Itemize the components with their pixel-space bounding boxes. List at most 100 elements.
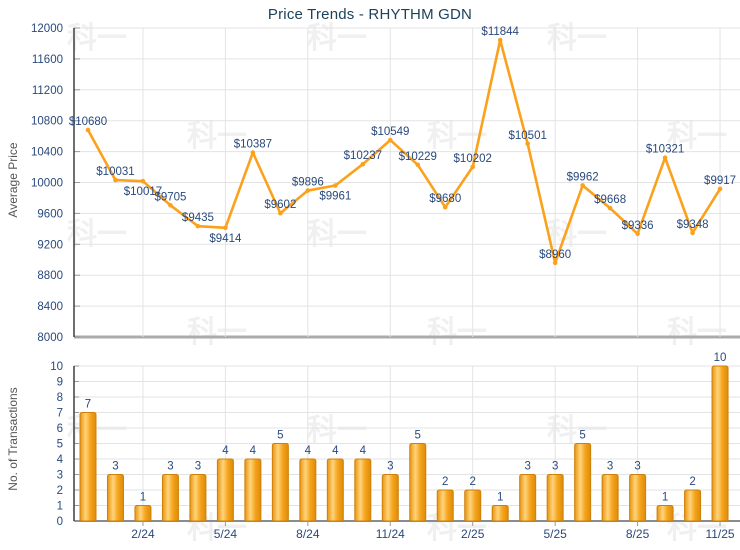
transaction-bars: 7 3 1 3 3 4 4 5 4 4 4 3 5 2 2 1 3 3 5 3 3 1 2 10: [79, 352, 729, 522]
trans-xaxis: 2/24 5/24 8/24 11/24 2/25 5/25 8/25 11/25: [131, 521, 735, 541]
price-chart: 8000 8400 8800 9200 9600 10000 10400 10800 11200…: [31, 23, 740, 344]
watermark-text: 科一: [67, 414, 127, 447]
trans-ytick-label: 1: [57, 501, 63, 513]
watermark-text: 科一: [427, 316, 487, 349]
price-line-series: [85, 37, 723, 266]
transaction-bar-label: 3: [552, 461, 558, 473]
price-point-label: $9414: [209, 233, 242, 245]
watermark-text: 科一: [547, 218, 607, 251]
price-point-marker: [113, 177, 118, 183]
transaction-bar-label: 3: [607, 461, 613, 473]
price-point-label: $9917: [704, 175, 736, 187]
price-point-label: $10549: [371, 126, 409, 138]
price-point-marker: [387, 137, 393, 143]
price-point-marker: [195, 223, 201, 229]
price-point-marker: [525, 141, 530, 147]
trans-ytick-label: 2: [57, 485, 63, 497]
transactions-axis-title: No. of Transactions: [6, 387, 20, 491]
transaction-bar: [656, 505, 674, 522]
transaction-bar: [244, 458, 262, 522]
price-point-label: $10501: [508, 130, 546, 142]
transaction-bar-label: 4: [332, 445, 339, 457]
transaction-bar: [684, 489, 702, 522]
price-point-labels: $10680 $10031 $10017$9705 $9435 $9414 $10387 $…: [69, 26, 736, 261]
price-point-marker: [635, 231, 640, 237]
transaction-bar: [491, 505, 509, 522]
price-point-label: $10017: [124, 186, 162, 198]
transaction-bar-label: 3: [634, 461, 640, 473]
trans-xtick-label: 5/25: [543, 527, 567, 541]
price-ytick-label: 11600: [32, 54, 63, 66]
price-ytick-label: 10400: [31, 147, 63, 159]
price-point-label: $10237: [344, 150, 382, 162]
transaction-bar: [161, 474, 179, 522]
price-point-marker: [360, 161, 366, 167]
watermark-text: 科一: [187, 120, 247, 153]
price-ytick-label: 9200: [37, 239, 63, 251]
trans-ytick-label: 9: [57, 377, 63, 389]
transaction-bar-label: 3: [167, 461, 173, 473]
transaction-bar-label: 3: [195, 461, 201, 473]
price-point-marker: [333, 183, 338, 188]
transaction-bar-label: 5: [415, 430, 421, 442]
price-ytick-label: 10800: [31, 116, 63, 128]
transaction-bar-label: 3: [524, 461, 530, 473]
price-point-label: $10387: [234, 139, 272, 151]
transaction-bar-label: 1: [662, 492, 668, 504]
transaction-bar: [79, 412, 97, 522]
trans-ytick-label: 3: [57, 470, 63, 482]
watermark-text: 科一: [187, 316, 247, 349]
trans-xtick-label: 8/24: [296, 527, 320, 541]
transaction-bar: [134, 505, 152, 522]
price-ytick-label: 8400: [37, 301, 63, 313]
watermark-text: 科一: [307, 218, 367, 251]
transaction-bar-label: 2: [470, 476, 476, 488]
watermark-text: 科一: [67, 22, 127, 55]
price-point-marker: [250, 150, 256, 155]
watermark-text: 科一: [307, 22, 367, 55]
price-point-label: $9962: [567, 171, 599, 183]
price-point-marker: [552, 260, 558, 266]
transaction-bar: [409, 443, 427, 522]
price-point-label: $9668: [594, 194, 626, 206]
transaction-bar: [711, 365, 729, 522]
price-point-marker: [607, 205, 613, 211]
price-point-label: $9705: [154, 191, 186, 203]
trans-ytick-label: 10: [50, 361, 63, 373]
transaction-bar: [216, 458, 234, 522]
price-ytick-label: 8800: [37, 270, 63, 282]
transaction-bar: [189, 474, 207, 522]
price-ytick-label: 11200: [32, 85, 63, 97]
price-point-marker: [278, 210, 283, 216]
price-point-label: $8960: [539, 249, 571, 261]
transaction-bar-label: 4: [250, 445, 257, 457]
price-ytick-label: 10000: [31, 178, 63, 190]
trans-ytick-label: 0: [57, 516, 63, 528]
transaction-bar: [601, 474, 619, 522]
chart-title: Price Trends - RHYTHM GDN: [267, 6, 473, 23]
trans-ytick-label: 6: [57, 423, 63, 435]
trans-xtick-label: 11/25: [705, 527, 734, 541]
transaction-bar-label: 2: [689, 476, 695, 488]
trans-xtick-label: 2/25: [461, 527, 485, 541]
trans-ytick-label: 4: [57, 454, 64, 466]
watermark-text: 科一: [307, 414, 367, 447]
watermark-text: 科一: [547, 414, 607, 447]
price-ytick-label: 12000: [31, 23, 63, 35]
transaction-bar-label: 4: [305, 445, 312, 457]
transaction-bar: [381, 474, 399, 522]
transactions-chart: 0 1 2 3 4 5 6 7 8 9 10: [50, 361, 740, 528]
transaction-bar: [436, 489, 454, 522]
trans-xtick-label: 5/24: [214, 527, 238, 541]
price-point-label: $9336: [622, 220, 654, 232]
transaction-bar-label: 4: [222, 445, 229, 457]
transaction-bar: [629, 474, 647, 522]
price-point-marker: [415, 162, 421, 168]
watermark-text: 科一: [667, 120, 727, 153]
trans-xtick-label: 8/25: [626, 527, 650, 541]
price-point-marker: [305, 188, 311, 193]
trans-ytick-label: 7: [57, 408, 63, 420]
